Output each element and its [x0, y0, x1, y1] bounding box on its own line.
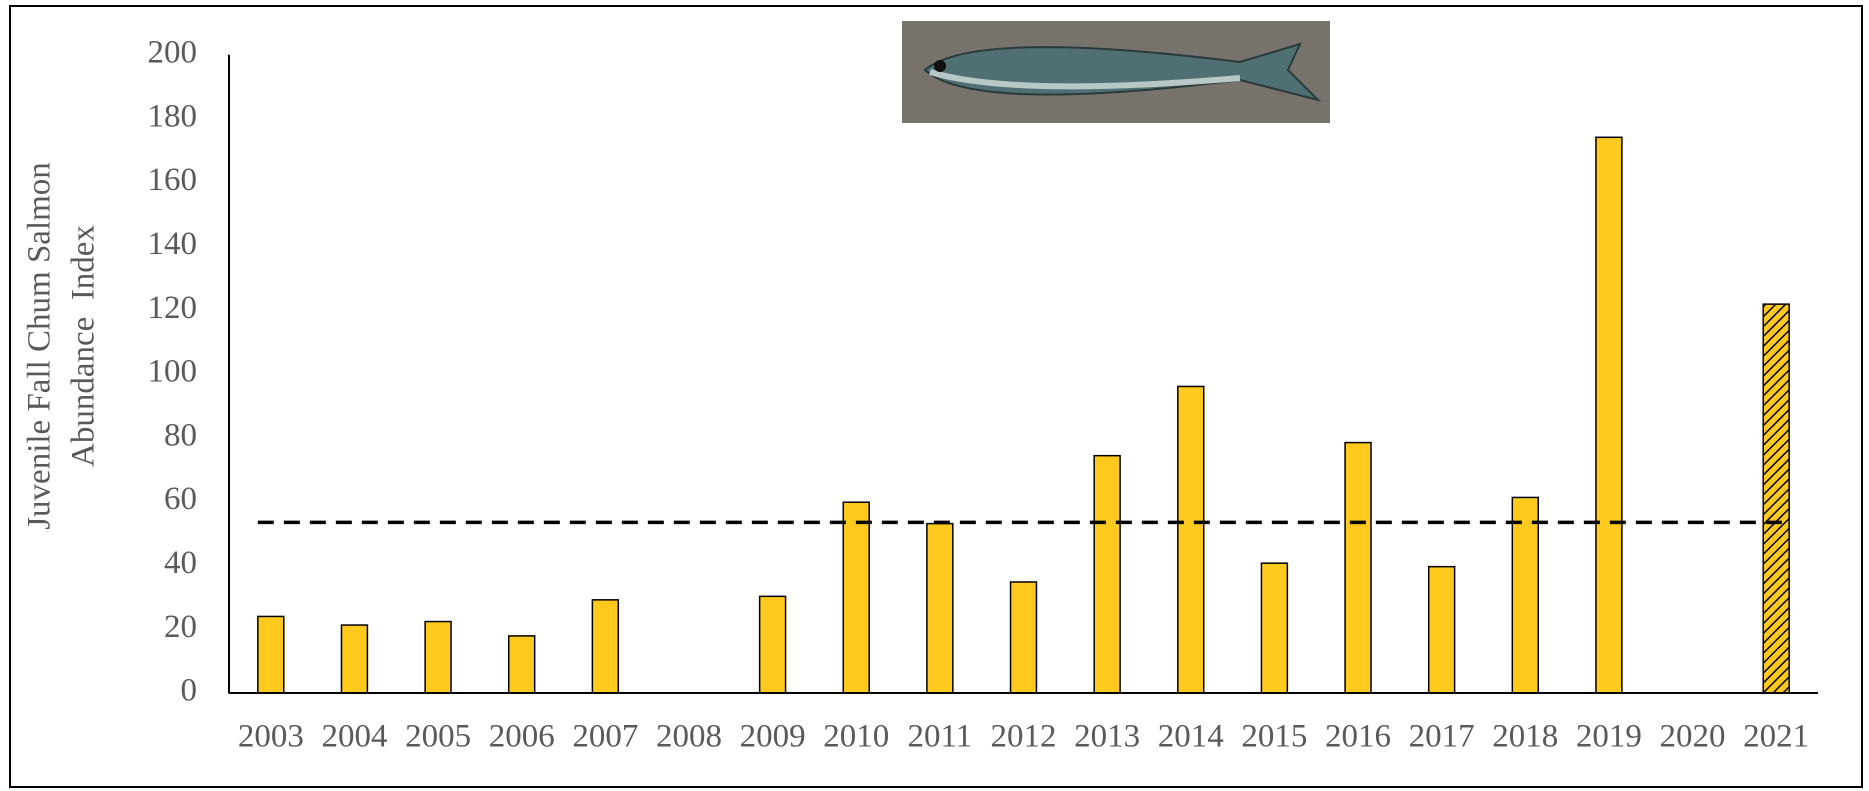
y-tick-label: 60	[164, 481, 197, 517]
x-tick-label: 2005	[405, 719, 471, 755]
y-tick-label: 120	[148, 290, 198, 326]
y-label-line: Juvenile Fall Chum Salmon	[22, 162, 58, 530]
bar	[1093, 454, 1121, 694]
x-tick-label: 2018	[1492, 719, 1558, 755]
bar	[1344, 441, 1372, 694]
bar	[842, 501, 870, 694]
x-tick-label: 2020	[1660, 719, 1726, 755]
bar	[340, 624, 369, 694]
bar	[257, 615, 285, 694]
x-tick-label: 2007	[572, 719, 638, 755]
x-tick-label: 2021	[1743, 719, 1809, 755]
y-tick-label: 160	[148, 162, 198, 198]
x-tick-label: 2012	[991, 719, 1057, 755]
y-tick-label: 200	[148, 35, 198, 71]
bar	[1595, 136, 1623, 694]
y-axis-label: Juvenile Fall Chum Salmon Abundance Inde…	[22, 162, 102, 530]
x-tick-label: 2011	[907, 719, 972, 755]
x-tick-label: 2013	[1074, 719, 1140, 755]
bar	[424, 620, 452, 694]
y-tick-label: 100	[148, 354, 198, 390]
bar	[758, 595, 787, 694]
x-tick-label: 2003	[238, 719, 304, 755]
bar	[591, 599, 620, 694]
bar	[926, 522, 954, 694]
x-tick-label: 2004	[321, 719, 387, 755]
y-tick-label: 80	[164, 417, 197, 453]
x-tick-label: 2009	[740, 719, 806, 755]
bar	[1427, 565, 1456, 694]
x-tick-label: 2006	[489, 719, 555, 755]
x-tick-label: 2015	[1241, 719, 1307, 755]
bar	[1177, 385, 1205, 694]
x-tick-label: 2019	[1576, 719, 1642, 755]
y-label-line: Abundance Index	[66, 225, 102, 467]
x-tick-label: 2010	[823, 719, 889, 755]
x-tick-label: 2016	[1325, 719, 1391, 755]
x-tick-label: 2008	[656, 719, 722, 755]
fish-photo	[902, 21, 1330, 123]
y-tick-label: 20	[164, 609, 197, 645]
y-tick-label: 40	[164, 545, 197, 581]
bar	[507, 635, 536, 694]
bar	[1511, 496, 1540, 694]
bar	[1762, 303, 1790, 694]
y-tick-label: 0	[181, 673, 198, 709]
x-tick-label: 2014	[1158, 719, 1224, 755]
y-tick-label: 180	[148, 98, 198, 134]
bar	[1009, 581, 1038, 694]
x-tick-label: 2017	[1409, 719, 1475, 755]
bar	[1260, 562, 1289, 694]
y-tick-label: 140	[148, 226, 198, 262]
